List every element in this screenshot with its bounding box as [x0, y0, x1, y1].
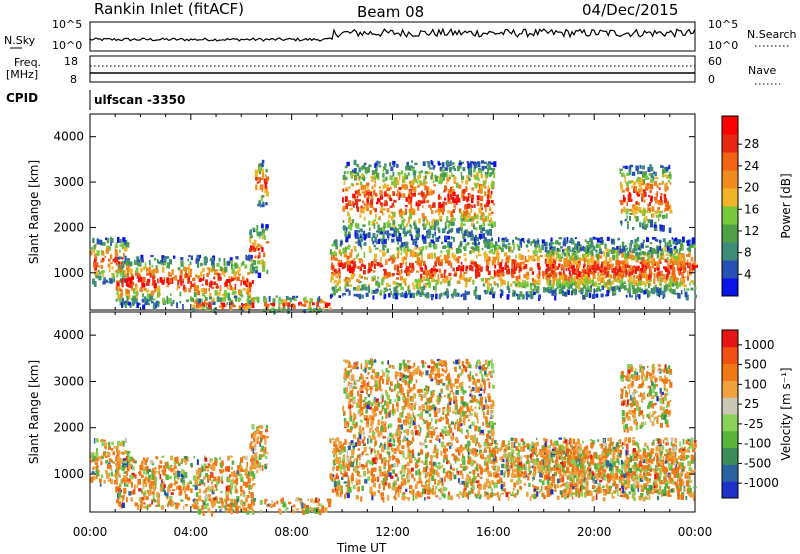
nsearch-tick-high: 10^5: [708, 18, 738, 31]
nsearch-label: N.Search: [747, 28, 797, 41]
nsky-tick-high: 10^5: [52, 18, 82, 31]
colorbar-swatch: [722, 380, 738, 398]
echo-region: [193, 497, 332, 517]
colorbar-swatch: [722, 188, 738, 207]
y-tick-label: 2000: [53, 220, 84, 234]
x-tick-label: 16:00: [476, 525, 511, 539]
colorbar-swatch: [722, 242, 738, 261]
nave-tick-low: 0: [708, 73, 715, 86]
beam-title: Beam 08: [357, 3, 424, 21]
freq-unit: [MHz]: [6, 68, 38, 81]
colorbar-tick-label: 20: [744, 181, 759, 195]
echo-region: [115, 254, 257, 311]
echo-region: [191, 295, 332, 315]
nsky-panel-frame: [89, 21, 696, 52]
colorbar-tick-label: -500: [744, 456, 771, 470]
colorbar-tick-label: 8: [744, 246, 752, 260]
colorbar-label: Power [dB]: [779, 173, 793, 238]
colorbar-label: Velocity [m s⁻¹]: [779, 367, 793, 460]
power-panel: 1000 2000 3000 4000 Slant Range [km] 4 8 12 16 20…: [27, 113, 793, 315]
echo-region: [342, 358, 496, 442]
freq-tick-high: 18: [64, 55, 78, 68]
nsky-tick-low: 10^0: [52, 39, 82, 52]
colorbar-swatch: [722, 330, 738, 348]
colorbar-swatch: [722, 224, 738, 243]
x-tick-label: 08:00: [274, 525, 309, 539]
x-tick-label: 04:00: [174, 525, 209, 539]
echo-region: [342, 159, 497, 243]
colorbar-swatch: [722, 206, 738, 225]
colorbar-frame: [721, 115, 739, 297]
freq-panel-frame: [89, 55, 696, 83]
colorbar-tick-label: 1000: [744, 338, 775, 352]
echo-region: [249, 223, 270, 278]
x-axis-label: Time UT: [336, 541, 387, 554]
cpid-value: ulfscan -3350: [94, 93, 185, 107]
y-tick-label: 4000: [53, 328, 84, 342]
colorbar-swatch: [722, 363, 738, 381]
colorbar-tick-label: 25: [744, 397, 759, 411]
colorbar-tick-label: 16: [744, 202, 759, 216]
colorbar-tick-label: 12: [744, 224, 759, 238]
echo-region: [619, 164, 673, 233]
echo-region: [544, 245, 686, 296]
colorbar-swatch: [722, 152, 738, 171]
echo-region: [249, 424, 269, 477]
colorbar-tick-label: 500: [744, 358, 767, 372]
x-tick-label: 12:00: [375, 525, 410, 539]
y-axis-label: Slant Range [km]: [27, 360, 41, 464]
colorbar-swatch: [722, 278, 738, 297]
colorbar-swatch: [722, 464, 738, 482]
colorbar-swatch: [722, 447, 738, 465]
echo-region: [543, 446, 686, 497]
nsky-label: N.Sky: [4, 34, 36, 47]
y-tick-label: 1000: [53, 467, 84, 481]
x-tick-label: 00:00: [73, 525, 108, 539]
colorbar-swatch: [722, 134, 738, 153]
colorbar-swatch: [722, 116, 738, 135]
colorbar-tick-label: 100: [744, 377, 767, 391]
x-tick-label: 00:00: [678, 525, 713, 539]
colorbar-swatch: [722, 430, 738, 449]
colorbar-swatch: [722, 397, 738, 415]
y-tick-label: 3000: [53, 374, 84, 388]
y-tick-label: 4000: [53, 130, 84, 144]
freq-label: Freq.: [14, 56, 41, 69]
colorbar-tick-label: -1000: [744, 476, 779, 490]
colorbar-swatch: [722, 346, 738, 365]
nsearch-tick-low: 10^0: [708, 39, 738, 52]
freq-tick-low: 8: [70, 73, 77, 86]
colorbar-tick-label: 24: [744, 159, 759, 173]
nave-label: Nave: [748, 64, 776, 77]
x-tick-label: 20:00: [577, 525, 612, 539]
colorbar-swatch: [722, 170, 738, 189]
echo-region: [254, 159, 269, 208]
y-tick-label: 2000: [53, 421, 84, 435]
cpid-label: CPID: [6, 91, 38, 105]
site-title: Rankin Inlet (fitACF): [94, 0, 244, 18]
colorbar-swatch: [722, 414, 738, 432]
freq-trace: [90, 65, 695, 74]
y-tick-label: 1000: [53, 266, 84, 280]
echo-region: [620, 363, 673, 433]
nsky-trace: [89, 27, 696, 44]
nave-tick-high: 60: [708, 55, 722, 68]
y-tick-label: 3000: [53, 175, 84, 189]
colorbar-swatch: [722, 481, 738, 499]
colorbar-frame: [721, 329, 739, 499]
echo-region: [115, 455, 257, 511]
colorbar-tick-label: -25: [744, 417, 764, 431]
colorbar-tick-label: -100: [744, 437, 771, 451]
colorbar-swatch: [722, 260, 738, 279]
colorbar-tick-label: 4: [744, 267, 752, 281]
y-axis-label: Slant Range [km]: [27, 160, 41, 264]
velocity-panel: 1000 2000 3000 4000 Slant Range [km] 00:00 04:…: [27, 311, 793, 539]
colorbar-tick-label: 28: [744, 137, 759, 151]
date-title: 04/Dec/2015: [582, 1, 678, 19]
